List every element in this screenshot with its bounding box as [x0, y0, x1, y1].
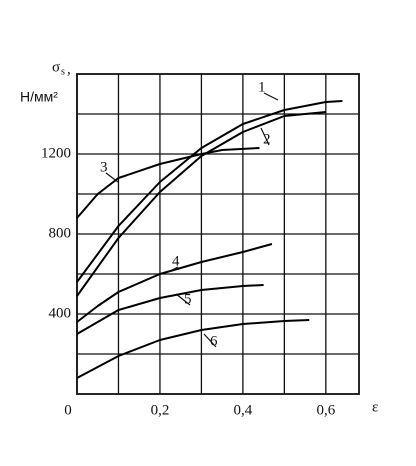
x-tick-label: 0,2 [151, 402, 170, 418]
leader-line [105, 172, 119, 183]
y-label-sub: s [61, 66, 65, 77]
series-line [76, 284, 264, 335]
series-label: 1 [258, 79, 266, 95]
y-tick-label: 1200 [41, 145, 71, 161]
series-line [76, 100, 343, 283]
leader-line [260, 127, 270, 146]
x-tick-label: 0 [64, 402, 72, 418]
leader-line [175, 293, 191, 306]
series-line [76, 111, 326, 297]
series-label: 5 [184, 291, 192, 307]
y-label-comma: , [67, 61, 71, 77]
series-line [76, 147, 260, 219]
leader-line [203, 333, 217, 348]
y-tick-label: 400 [49, 305, 72, 321]
series-line [76, 319, 310, 379]
leader-line [263, 92, 279, 101]
series-label: 3 [100, 159, 108, 175]
series-label: 4 [172, 253, 180, 269]
y-tick-label: 800 [49, 225, 72, 241]
x-tick-label: 0,4 [234, 402, 253, 418]
y-label-unit: Н/мм² [20, 89, 58, 105]
series-label: 6 [210, 333, 218, 349]
x-label: ε [372, 399, 378, 415]
plot-frame [76, 73, 360, 395]
series-line [76, 243, 273, 323]
x-tick-label: 0,6 [316, 402, 335, 418]
leader-line [167, 266, 179, 273]
series-label: 2 [263, 131, 271, 147]
y-label-symbol: σ [52, 59, 60, 75]
